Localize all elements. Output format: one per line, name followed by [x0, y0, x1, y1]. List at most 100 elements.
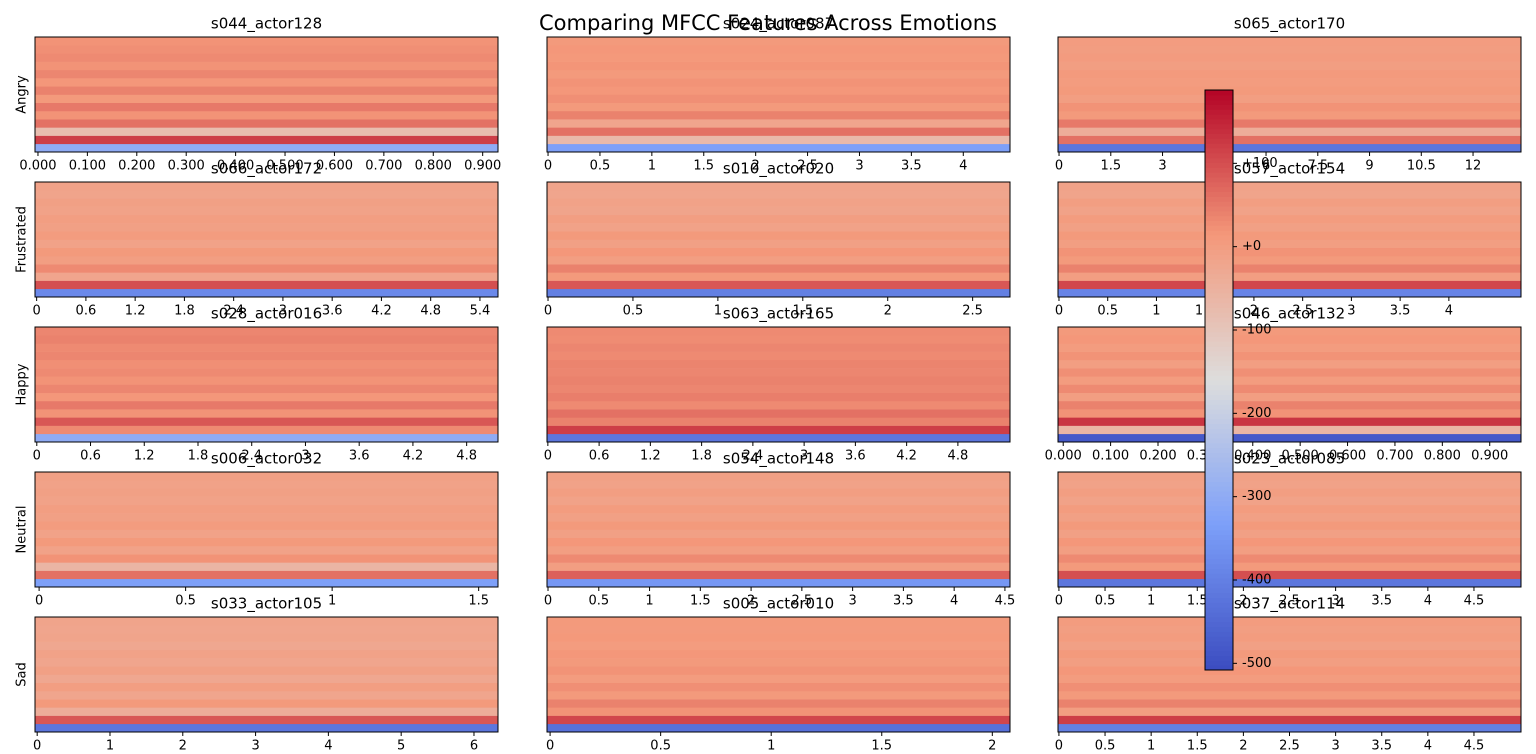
heatmap-band	[1058, 45, 1521, 54]
colorbar-step	[1205, 143, 1233, 149]
heatmap-band	[35, 272, 498, 281]
colorbar-tick-label: +0	[1242, 239, 1261, 254]
colorbar-step	[1205, 331, 1233, 337]
colorbar-step	[1205, 500, 1233, 507]
colorbar-step	[1205, 355, 1233, 362]
colorbar-step	[1205, 496, 1233, 502]
heatmap-band	[547, 135, 1010, 145]
colorbar-step	[1205, 413, 1233, 420]
x-tick-label: 4.8	[456, 449, 477, 464]
x-tick-label: 0	[1055, 159, 1063, 174]
heatmap-band	[547, 625, 1010, 634]
axes-frame	[34, 616, 499, 733]
heatmap-band	[547, 417, 1010, 426]
heatmap-band	[35, 190, 498, 199]
heatmap-band	[547, 335, 1010, 344]
heatmap-band	[35, 37, 498, 46]
heatmap-band	[35, 392, 498, 402]
x-tick-label: 0.600	[316, 159, 353, 174]
heatmap-band	[547, 433, 1010, 443]
x-tick-label: 1.5	[1187, 594, 1208, 609]
heatmap-band	[547, 472, 1010, 481]
axes-frame	[1057, 36, 1522, 153]
heatmap-band	[1058, 190, 1521, 199]
x-tick-label: 2.5	[1279, 739, 1300, 754]
heatmap-band	[547, 409, 1010, 418]
colorbar-step	[1205, 181, 1233, 188]
colorbar-step	[1205, 167, 1233, 173]
colorbar-step	[1205, 597, 1233, 603]
heatmap-band	[35, 335, 498, 344]
heatmap-band	[547, 641, 1010, 651]
heatmap-band	[35, 641, 498, 651]
x-tick-label: 3.6	[349, 449, 370, 464]
x-tick-label: 0.6	[589, 449, 610, 464]
heatmap-band	[547, 537, 1010, 547]
x-tick-label: 0.5	[1095, 739, 1116, 754]
heatmap-band	[1058, 641, 1521, 651]
row-label: Angry	[15, 75, 30, 114]
colorbar-step	[1205, 457, 1233, 463]
heatmap-band	[35, 127, 498, 136]
colorbar-step	[1205, 225, 1233, 231]
colorbar-step	[1205, 665, 1233, 671]
x-tick-label: 3.5	[901, 159, 922, 174]
x-tick-label: 1.5	[1187, 739, 1208, 754]
heatmap-band	[35, 433, 498, 443]
heatmap-band	[1058, 488, 1521, 497]
x-tick-label: 0	[1055, 594, 1063, 609]
colorbar-step	[1205, 616, 1233, 623]
heatmap-band	[547, 674, 1010, 684]
colorbar-step	[1205, 104, 1233, 110]
heatmap-band	[35, 239, 498, 249]
heatmap-band	[1058, 223, 1521, 232]
heatmap-band	[1058, 521, 1521, 530]
heatmap-band	[547, 53, 1010, 62]
colorbar-step	[1205, 114, 1233, 120]
heatmap-band	[1058, 417, 1521, 426]
colorbar-tick-label: -400	[1242, 573, 1272, 588]
x-tick-label: 0.6	[76, 304, 97, 319]
heatmap-band	[547, 288, 1010, 298]
x-tick-label: 0	[1055, 304, 1063, 319]
heatmap-band	[547, 127, 1010, 136]
colorbar-step	[1205, 481, 1233, 487]
x-tick-label: 2.4	[241, 449, 262, 464]
colorbar-step	[1205, 380, 1233, 386]
heatmap-band	[35, 521, 498, 530]
heatmap-band	[1058, 86, 1521, 95]
heatmap-band	[547, 231, 1010, 240]
heatmap-band	[1058, 513, 1521, 522]
heatmap-band	[1058, 182, 1521, 191]
heatmap-band	[1058, 633, 1521, 642]
colorbar-step	[1205, 389, 1233, 395]
heatmap-band	[1058, 143, 1521, 153]
x-tick-label: 1	[767, 739, 775, 754]
x-tick-label: 7.5	[1307, 159, 1328, 174]
heatmap-band	[35, 247, 498, 257]
x-tick-label: 3	[251, 739, 259, 754]
heatmap-band	[1058, 707, 1521, 716]
colorbar-step	[1205, 210, 1233, 217]
x-tick-label: 2	[752, 159, 760, 174]
heatmap-band	[35, 102, 498, 112]
colorbar-step	[1205, 645, 1233, 652]
heatmap-band	[35, 231, 498, 240]
heatmap-band	[1058, 264, 1521, 273]
colorbar-tick-label: -200	[1242, 406, 1272, 421]
colorbar-step	[1205, 587, 1233, 594]
colorbar-tick-label: +100	[1242, 156, 1278, 171]
heatmap-band	[547, 480, 1010, 489]
colorbar-step	[1205, 326, 1233, 333]
x-tick-label: 3	[279, 304, 287, 319]
heatmap-band	[35, 135, 498, 145]
colorbar-step	[1205, 162, 1233, 168]
heatmap-band	[1058, 61, 1521, 71]
x-tick-label: 10.5	[1407, 159, 1436, 174]
row-label: Frustrated	[15, 206, 30, 273]
colorbar-step	[1205, 307, 1233, 313]
colorbar-step	[1205, 578, 1233, 584]
heatmap-band	[35, 198, 498, 207]
colorbar-step	[1205, 404, 1233, 410]
x-tick-label: 1.2	[125, 304, 146, 319]
